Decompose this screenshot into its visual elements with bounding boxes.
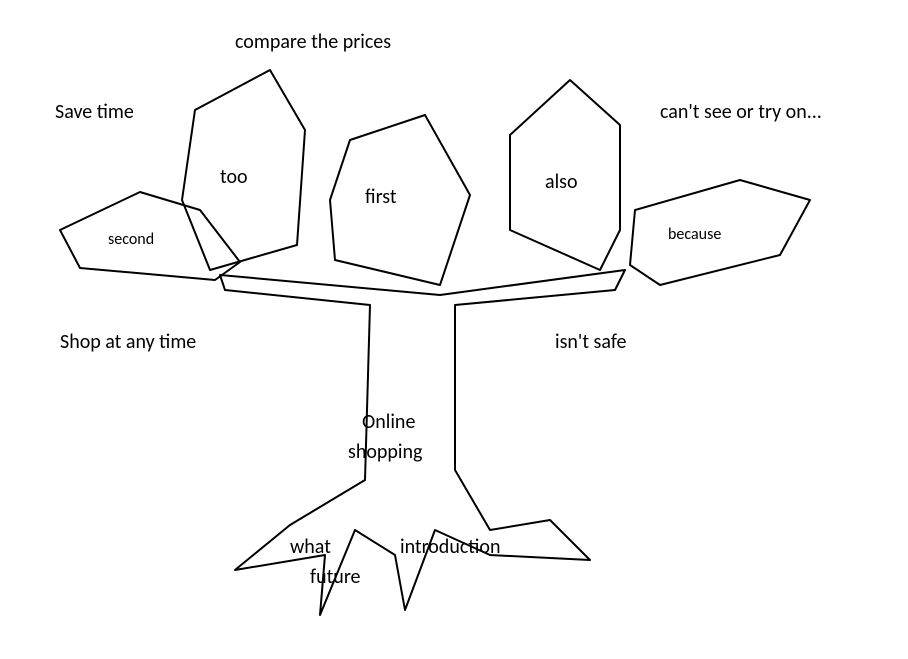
leaf-label-second: second [108,230,154,249]
trunk-label-online: Online [362,410,415,434]
label-shop-any-time: Shop at any time [60,330,196,354]
label-compare-prices: compare the prices [235,30,391,54]
trunk-label-what: what [290,535,331,559]
leaf-label-too: too [220,165,248,189]
trunk-label-introduction: introduction [400,535,500,559]
leaf-label-first: first [365,185,397,209]
trunk-label-future: future [310,565,360,589]
label-save-time: Save time [55,100,134,124]
trunk-label-shopping: shopping [348,440,422,464]
label-isnt-safe: isn't safe [555,330,626,354]
trunk-shape [220,270,625,615]
leaf-label-because: because [668,225,721,244]
diagram-stage: compare the prices Save time can't see o… [0,0,908,659]
label-cant-see: can't see or try on... [660,100,822,124]
leaf-shape-first [330,115,470,285]
leaf-label-also: also [545,170,578,194]
